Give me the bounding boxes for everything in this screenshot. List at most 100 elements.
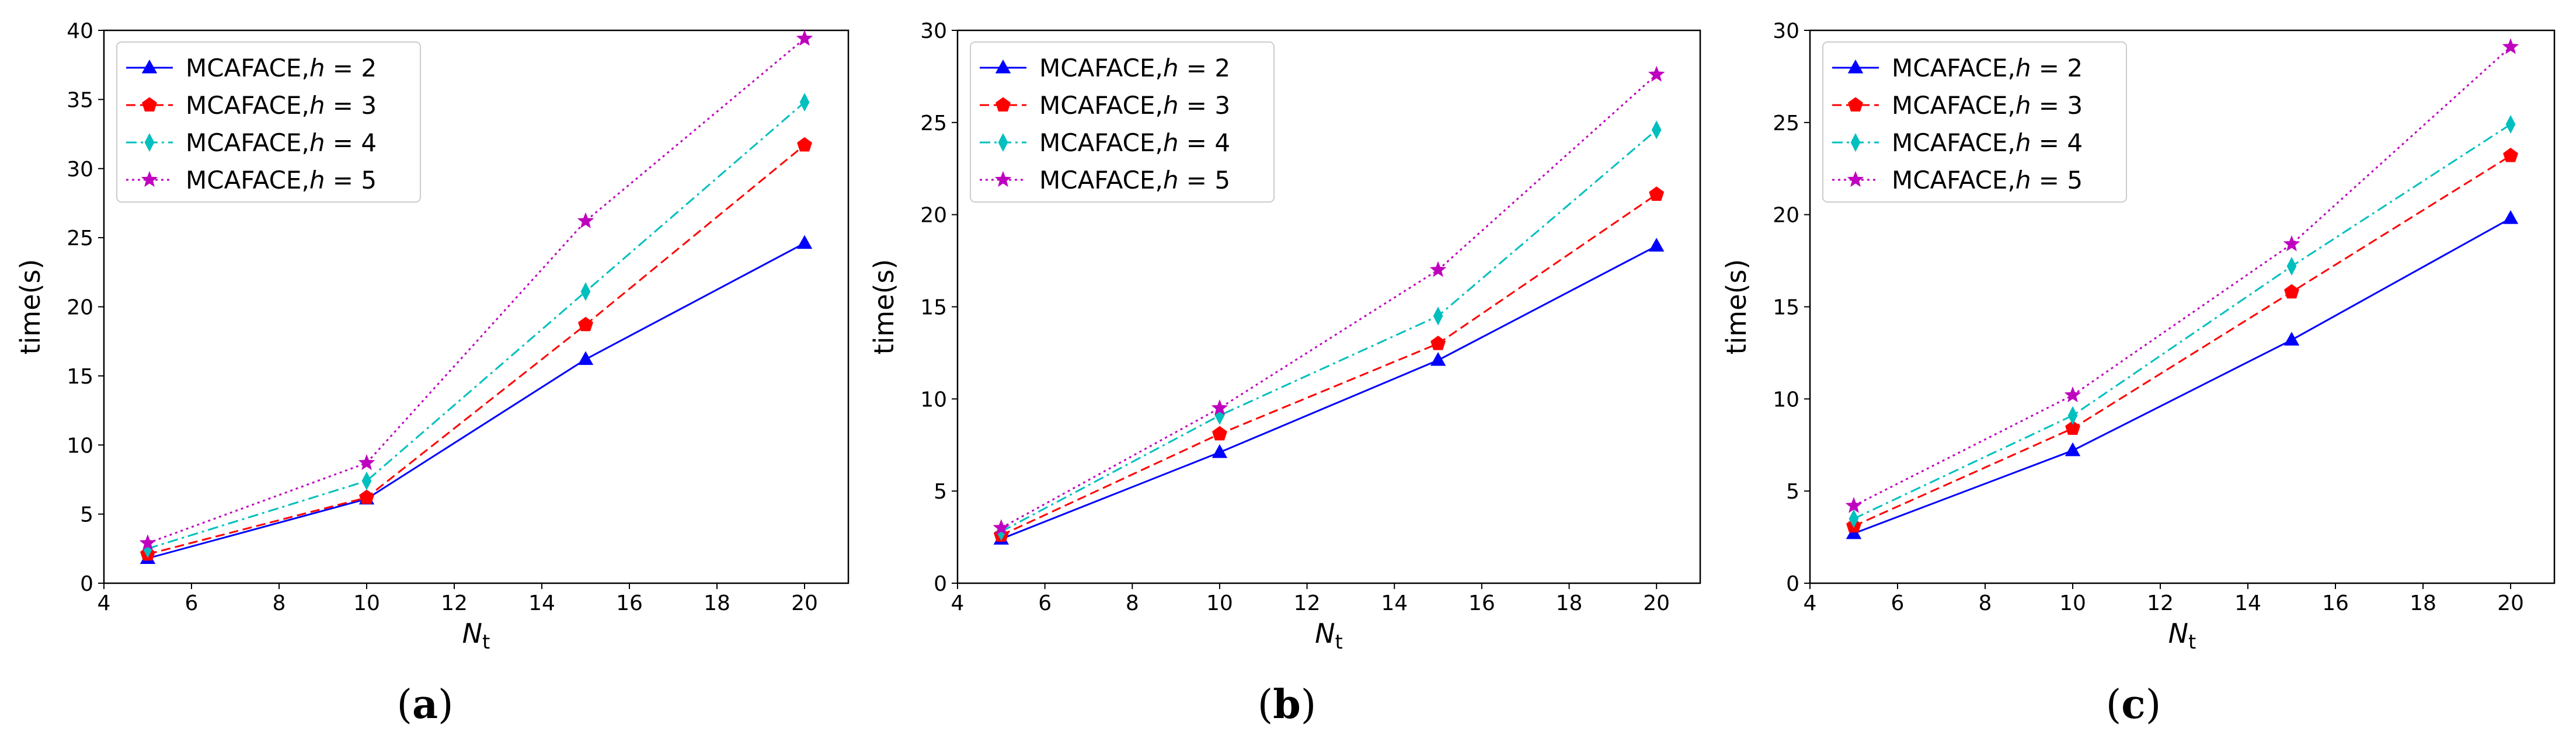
x-tick-label: 16 bbox=[616, 591, 643, 615]
y-tick-label: 0 bbox=[934, 572, 947, 596]
data-point-h2 bbox=[2065, 442, 2081, 457]
chart-panel-c: 4 6 8 10 12 14 16 18 20 0 5 10 15 20 25 30 Nt time(s) MCAF… bbox=[1721, 19, 2556, 728]
series-line-h5 bbox=[147, 38, 805, 544]
x-tick-label: 16 bbox=[1468, 591, 1495, 615]
data-point-h2 bbox=[2283, 332, 2300, 346]
y-axis-label: time(s) bbox=[868, 259, 900, 355]
x-tick-label: 14 bbox=[2234, 591, 2261, 615]
legend-marker bbox=[141, 59, 158, 74]
legend-marker bbox=[1847, 170, 1864, 187]
x-tick-label: 6 bbox=[1891, 591, 1905, 615]
legend-marker bbox=[1850, 133, 1861, 152]
data-point-h5 bbox=[2283, 235, 2300, 252]
data-point-h2 bbox=[1212, 444, 1228, 458]
data-point-h2 bbox=[796, 235, 813, 249]
data-point-h2 bbox=[1648, 238, 1665, 252]
y-tick-label: 0 bbox=[80, 572, 93, 596]
series-line-h3 bbox=[1001, 193, 1658, 537]
y-tick-label: 25 bbox=[1773, 112, 1799, 135]
legend-item-h2: MCAFACE,h = 2 bbox=[126, 54, 377, 82]
y-tick-label: 20 bbox=[67, 296, 93, 320]
y-tick-label: 25 bbox=[920, 112, 947, 135]
data-point-h4 bbox=[799, 93, 810, 112]
legend-item-h2: MCAFACE,h = 2 bbox=[1832, 54, 2083, 82]
legend-label: MCAFACE,h = 3 bbox=[1039, 91, 1230, 120]
panel-caption: (b) bbox=[1258, 681, 1317, 728]
series-line-h3 bbox=[147, 144, 805, 555]
x-tick-label: 8 bbox=[1126, 591, 1139, 615]
series-line-h4 bbox=[1001, 129, 1658, 532]
chart-panel-b: 4 6 8 10 12 14 16 18 20 0 5 10 15 20 25 30 Nt time(s) MCAF… bbox=[868, 19, 1701, 728]
data-point-h4 bbox=[1849, 509, 1859, 528]
x-tick-label: 4 bbox=[951, 591, 965, 615]
legend-marker bbox=[995, 59, 1011, 74]
y-tick-label: 15 bbox=[920, 296, 947, 320]
legend-item-h5: MCAFACE,h = 5 bbox=[1832, 166, 2083, 194]
legend-marker bbox=[994, 170, 1012, 187]
y-tick-label: 5 bbox=[1786, 480, 1799, 504]
legend-item-h3: MCAFACE,h = 3 bbox=[1832, 91, 2083, 120]
data-point-h3 bbox=[1212, 426, 1227, 441]
data-point-h4 bbox=[2067, 406, 2078, 425]
x-tick-label: 16 bbox=[2322, 591, 2349, 615]
data-point-h3 bbox=[1430, 336, 1446, 350]
x-tick-label: 12 bbox=[2147, 591, 2174, 615]
panel-caption: (c) bbox=[2106, 681, 2161, 728]
x-tick-label: 10 bbox=[353, 591, 380, 615]
legend-marker bbox=[144, 133, 155, 152]
data-point-h3 bbox=[359, 489, 374, 504]
x-tick-label: 18 bbox=[1556, 591, 1583, 615]
data-point-h5 bbox=[1429, 261, 1447, 277]
data-point-h5 bbox=[2502, 38, 2519, 54]
y-axis-label: time(s) bbox=[15, 259, 46, 355]
y-tick-label: 10 bbox=[920, 388, 947, 412]
x-axis-label: Nt bbox=[1315, 618, 1343, 654]
series-line-h3 bbox=[1853, 155, 2511, 527]
y-tick-label: 5 bbox=[80, 503, 93, 527]
y-tick-label: 20 bbox=[920, 204, 947, 228]
y-tick-label: 15 bbox=[1773, 296, 1799, 320]
series-line-h2 bbox=[147, 242, 805, 559]
x-tick-label: 20 bbox=[791, 591, 818, 615]
data-point-h4 bbox=[1651, 120, 1662, 140]
series-line-h5 bbox=[1853, 46, 2512, 507]
legend-box bbox=[1822, 41, 2127, 203]
x-tick-label: 12 bbox=[1294, 591, 1321, 615]
y-tick-label: 5 bbox=[934, 480, 947, 504]
x-axis-label: Nt bbox=[462, 618, 490, 654]
data-point-h5 bbox=[358, 454, 375, 471]
legend-item-h4: MCAFACE,h = 4 bbox=[1832, 128, 2083, 157]
y-tick-label: 20 bbox=[1773, 204, 1799, 228]
data-point-h3 bbox=[797, 137, 812, 152]
series-line-h4 bbox=[1853, 123, 2511, 520]
legend-box bbox=[970, 41, 1275, 203]
y-axis-label: time(s) bbox=[1721, 259, 1752, 355]
x-tick-label: 20 bbox=[2497, 591, 2524, 615]
y-tick-label: 30 bbox=[67, 158, 93, 182]
legend-label: MCAFACE,h = 3 bbox=[1892, 91, 2083, 120]
y-tick-label: 30 bbox=[920, 19, 947, 43]
data-point-h3 bbox=[2503, 148, 2518, 162]
y-tick-label: 0 bbox=[1786, 572, 1799, 596]
chart-panel-a: 4 6 8 10 12 14 16 18 20 0 5 10 15 20 25 30 35 40 Nt time(s)… bbox=[15, 19, 850, 728]
x-tick-label: 12 bbox=[441, 591, 468, 615]
y-tick-label: 10 bbox=[1773, 388, 1799, 412]
legend-label: MCAFACE,h = 4 bbox=[1039, 128, 1230, 157]
legend-label: MCAFACE,h = 5 bbox=[1892, 166, 2083, 194]
x-tick-label: 20 bbox=[1643, 591, 1670, 615]
data-point-h3 bbox=[1649, 186, 1665, 201]
data-point-h4 bbox=[361, 471, 372, 490]
data-point-h3 bbox=[578, 316, 593, 332]
legend-label: MCAFACE,h = 4 bbox=[1892, 128, 2083, 157]
y-tick-label: 40 bbox=[67, 19, 93, 43]
data-point-h4 bbox=[2505, 114, 2516, 134]
legend-marker bbox=[1847, 59, 1864, 74]
legend-label: MCAFACE,h = 4 bbox=[186, 128, 377, 157]
legend-label: MCAFACE,h = 2 bbox=[186, 54, 377, 82]
legend-label: MCAFACE,h = 5 bbox=[186, 166, 377, 194]
data-point-h5 bbox=[139, 534, 156, 551]
series-line-h5 bbox=[1001, 74, 1658, 529]
legend-item-h3: MCAFACE,h = 3 bbox=[126, 91, 377, 120]
x-tick-label: 18 bbox=[2410, 591, 2436, 615]
legend-item-h5: MCAFACE,h = 5 bbox=[126, 166, 377, 194]
